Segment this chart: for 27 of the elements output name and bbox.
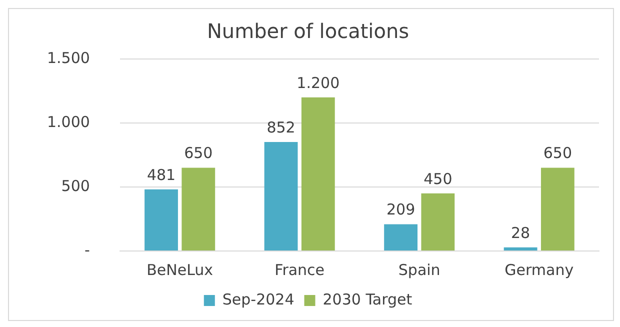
x-tick-label: BeNeLux	[146, 260, 214, 279]
x-tick-label: Spain	[398, 260, 440, 279]
data-label: 650	[184, 144, 213, 162]
data-label: 650	[543, 144, 572, 162]
y-tick-label: 500	[61, 176, 90, 195]
data-label: 481	[146, 166, 176, 184]
y-tick-label: 1.000	[46, 112, 90, 131]
bar	[182, 168, 216, 250]
bar	[421, 193, 455, 250]
y-tick-label: 1.500	[46, 48, 90, 67]
bar	[264, 142, 298, 250]
bar	[301, 97, 335, 250]
data-label: 28	[511, 224, 530, 242]
bar	[504, 247, 538, 250]
bar	[144, 189, 178, 250]
data-label: 209	[386, 200, 416, 219]
data-label: 1.200	[296, 74, 340, 92]
data-label: 450	[424, 170, 452, 188]
y-tick-label: -	[84, 240, 90, 259]
legend-label: Sep-2024	[222, 290, 294, 308]
legend-label: 2030 Target	[322, 290, 412, 308]
x-tick-label: Germany	[504, 260, 574, 279]
data-label: 852	[266, 118, 296, 136]
x-tick-label: France	[274, 260, 325, 279]
bar	[384, 224, 418, 250]
chart-title: Number of locations	[206, 19, 410, 44]
bar	[540, 168, 574, 250]
